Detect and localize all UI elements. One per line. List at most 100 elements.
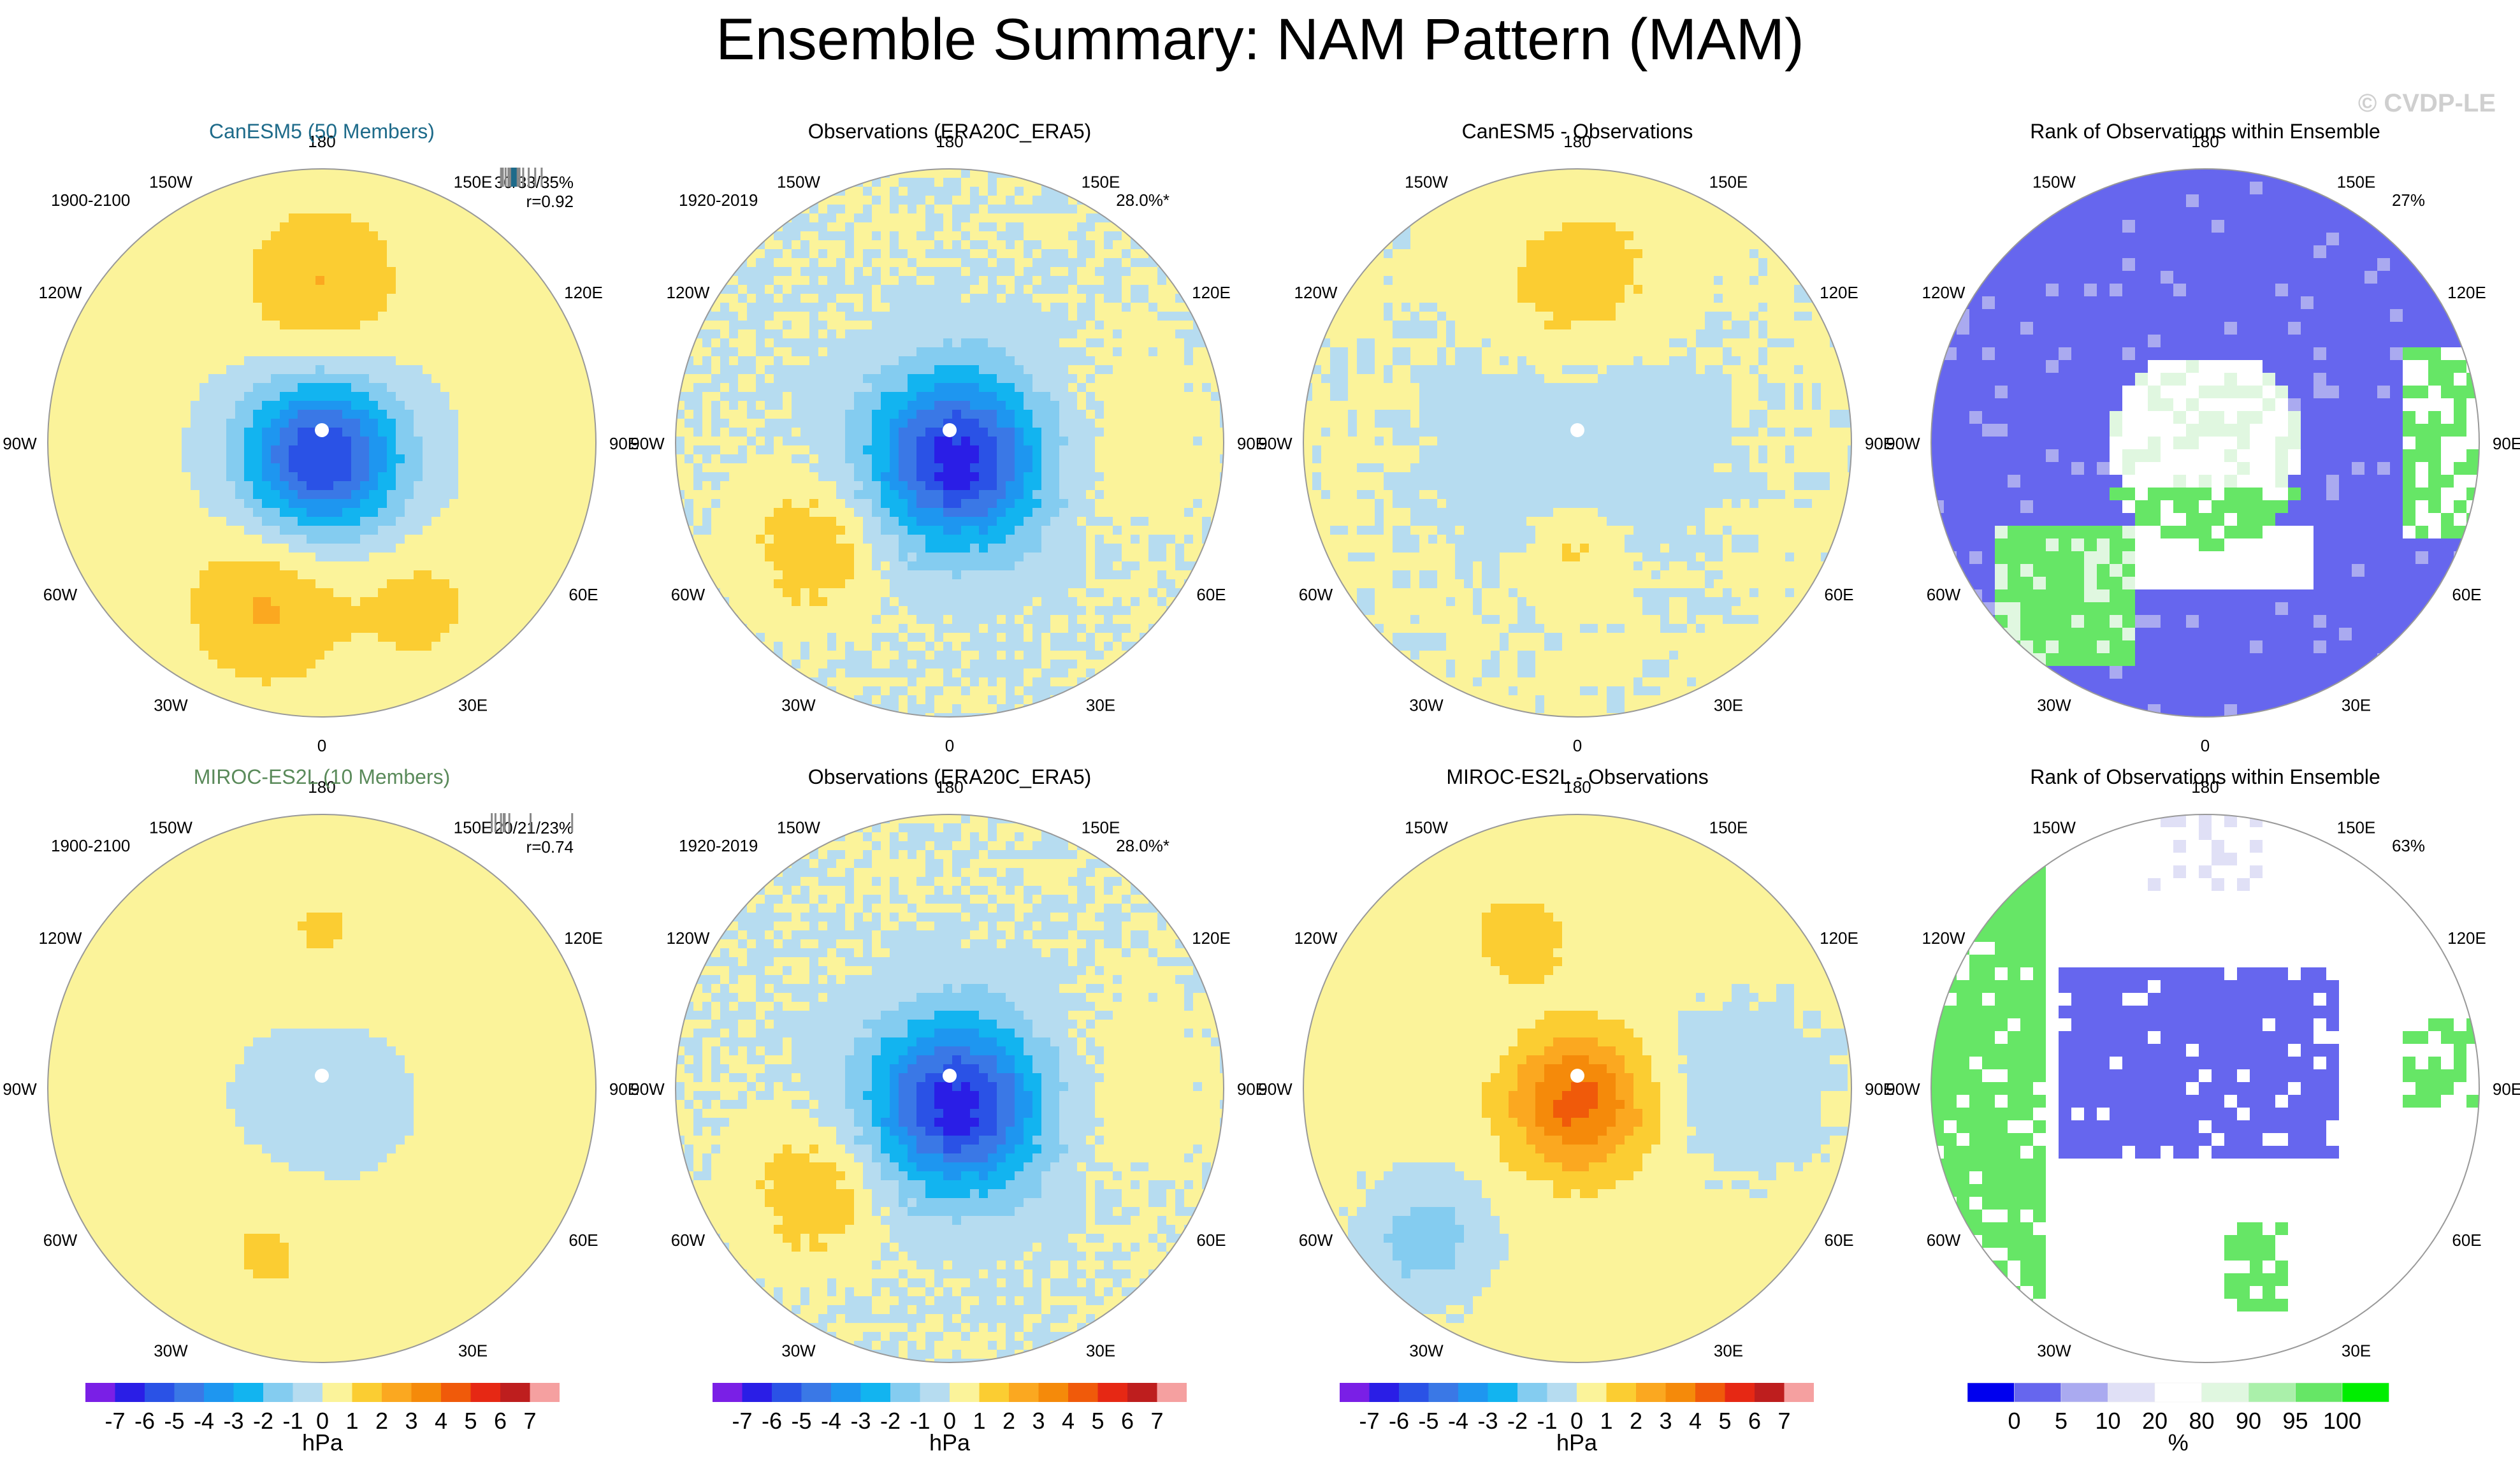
colorbar-hpa-1-swatch-15 — [530, 1383, 560, 1402]
colorbar-hpa-1-swatch-13 — [470, 1383, 500, 1402]
panel-obs-bottom-lon-150E: 150E — [1082, 818, 1120, 837]
panel-miroc-diff-lon-30E: 30E — [1714, 1341, 1743, 1360]
colorbar-rank-unit: % — [2168, 1429, 2189, 1456]
panel-miroc-diff-lon-30W: 30W — [1409, 1341, 1444, 1360]
panel-rank-bottom-field — [1931, 814, 2479, 1362]
panel-miroc-field — [48, 814, 596, 1362]
colorbar-hpa-3-swatch-2 — [1399, 1383, 1429, 1402]
panel-miroc-diff-lon-90E: 90E — [1865, 1080, 1894, 1099]
panel-canesm5-lon-30E: 30E — [458, 695, 488, 714]
colorbar-hpa-1-label--1: -1 — [282, 1408, 303, 1434]
colorbar-hpa-2-label-7: 7 — [1150, 1408, 1163, 1434]
panel-miroc-diff-lon-90W: 90W — [1258, 1080, 1293, 1099]
panel-miroc-diff-lon-120W: 120W — [1294, 929, 1338, 948]
colorbar-hpa-2-label-2: 2 — [1003, 1408, 1015, 1434]
panel-miroc-diff-lon-150W: 150W — [1405, 818, 1448, 837]
panel-miroc-lon-60E: 60E — [568, 1231, 598, 1250]
panel-miroc-lon-120W: 120W — [39, 929, 82, 948]
panel-rank-top-lon-60E: 60E — [2452, 585, 2481, 604]
colorbar-rank-label-100: 100 — [2323, 1408, 2361, 1434]
colorbar-hpa-1-swatch-9 — [352, 1383, 382, 1402]
colorbar-rank-swatch-8 — [2342, 1382, 2389, 1403]
panel-rank-bottom-lon-150W: 150W — [2032, 818, 2076, 837]
panel-canesm5-lon-120E: 120E — [564, 283, 603, 302]
colorbar-hpa-3-label--3: -3 — [1477, 1408, 1498, 1434]
panel-rank-bottom-lon-150E: 150E — [2337, 818, 2376, 837]
panel-obs-bottom-lon-30E: 30E — [1086, 1341, 1115, 1360]
panel-canesm5-diff-lon-90W: 90W — [1258, 434, 1293, 453]
colorbar-hpa-1-swatch-10 — [382, 1383, 412, 1402]
panel-miroc-diff-pole-marker — [1570, 1069, 1584, 1083]
colorbar-hpa-2-swatch-0 — [713, 1383, 742, 1402]
colorbar-hpa-2-swatch-9 — [979, 1383, 1009, 1402]
panel-canesm5-lon-150E: 150E — [454, 173, 493, 192]
panel-rank-bottom-lon-120W: 120W — [1922, 929, 1966, 948]
panel-miroc-lon-150E: 150E — [454, 818, 493, 837]
colorbar-hpa-2-label--2: -2 — [880, 1408, 901, 1434]
panel-rank-bottom-lon-30W: 30W — [2037, 1341, 2071, 1360]
panel-rank-top-lon-90E: 90E — [2493, 434, 2520, 453]
panel-rank-top-lon-60W: 60W — [1927, 585, 1961, 604]
panel-obs-bottom-lon-30W: 30W — [781, 1341, 816, 1360]
panel-canesm5-diff-lon-60E: 60E — [1824, 585, 1853, 604]
panel-obs-bottom-lon-60W: 60W — [671, 1231, 706, 1250]
panel-canesm5-diff-lon-30W: 30W — [1409, 695, 1444, 714]
colorbar-hpa-1-swatch-0 — [85, 1383, 115, 1402]
colorbar-hpa-1-unit: hPa — [302, 1429, 344, 1456]
panel-canesm5-diff-pole-marker — [1570, 423, 1584, 437]
colorbar-hpa-1-label-6: 6 — [494, 1408, 507, 1434]
colorbar-hpa-3-swatch-6 — [1517, 1383, 1547, 1402]
panel-obs-top-lon-120W: 120W — [667, 283, 710, 302]
colorbar-hpa-1-swatch-2 — [145, 1383, 175, 1402]
panel-rank-top-title: Rank of Observations within Ensemble — [2030, 120, 2380, 143]
panel-obs-top-lon-90E: 90E — [1237, 434, 1266, 453]
colorbar-rank-swatch-2 — [2060, 1382, 2108, 1403]
colorbar-hpa-1-label-5: 5 — [464, 1408, 477, 1434]
panel-obs-bottom-title: Observations (ERA20C_ERA5) — [808, 765, 1092, 788]
panel-obs-bottom-period: 1920-2019 — [679, 836, 758, 855]
panel-obs-bottom: 180150E120E90E60E30E030W60W90W120W150WOb… — [630, 765, 1266, 1401]
colorbar-hpa-2-label--6: -6 — [762, 1408, 782, 1434]
colorbar-hpa-3-swatch-9 — [1606, 1383, 1636, 1402]
colorbar-hpa-2-swatch-5 — [860, 1383, 890, 1402]
colorbar-hpa-3-label--7: -7 — [1359, 1408, 1379, 1434]
panel-obs-top: 180 150E 120E 90E 60E 30E 0 30W 60W 90W 120W 150W Ob… — [630, 120, 1266, 755]
panel-obs-top-title: Observations (ERA20C_ERA5) — [808, 120, 1092, 143]
colorbar-hpa-2-swatch-15 — [1157, 1383, 1187, 1402]
panel-miroc-stat: 20/21/23% — [495, 818, 574, 837]
panel-miroc-diff-lon-120E: 120E — [1820, 929, 1858, 948]
panel-miroc-pole-marker — [315, 1069, 329, 1083]
colorbar-hpa-1-label-2: 2 — [375, 1408, 388, 1434]
colorbar-hpa-2-label-5: 5 — [1091, 1408, 1104, 1434]
panel-rank-bottom-lon-60E: 60E — [2452, 1231, 2481, 1250]
colorbar-hpa-1-label-1: 1 — [345, 1408, 358, 1434]
panel-obs-top-period: 1920-2019 — [679, 191, 758, 210]
panel-obs-top-lon-120E: 120E — [1192, 283, 1231, 302]
figure-title: Ensemble Summary: NAM Pattern (MAM) — [0, 6, 2520, 73]
colorbar-rank-swatch-3 — [2108, 1382, 2155, 1403]
colorbar-hpa-1-label--5: -5 — [164, 1408, 184, 1434]
colorbar-hpa-3-swatch-7 — [1547, 1383, 1577, 1402]
colorbar-rank-label-90: 90 — [2236, 1408, 2261, 1434]
colorbar-rank-swatch-4 — [2154, 1382, 2202, 1403]
colorbar-hpa-3: -7 -6 -5 -4 -3 -2 -1 0 1 2 3 4 5 6 7 hPa — [1340, 1383, 1814, 1456]
panel-canesm5-diff-lon-150W: 150W — [1405, 173, 1448, 192]
colorbar-hpa-1-swatch-1 — [115, 1383, 145, 1402]
panel-rank-top-lon-120W: 120W — [1922, 283, 1966, 302]
colorbar-hpa-1-swatch-3 — [174, 1383, 204, 1402]
panel-obs-top-field — [676, 169, 1224, 717]
colorbar-hpa-2-label-4: 4 — [1062, 1408, 1075, 1434]
panel-canesm5-lon-180: 180 — [308, 132, 335, 151]
colorbar-hpa-2-label--1: -1 — [909, 1408, 930, 1434]
colorbar-hpa-3-swatch-4 — [1458, 1383, 1488, 1402]
colorbar-hpa-2-label-1: 1 — [973, 1408, 985, 1434]
colorbar-rank-swatch-1 — [2014, 1382, 2062, 1403]
panel-miroc-corr: r=0.74 — [526, 837, 574, 856]
colorbar-hpa-1-label--2: -2 — [253, 1408, 273, 1434]
colorbar-hpa-1-swatch-7 — [293, 1383, 322, 1402]
panel-canesm5-diff-lon-60W: 60W — [1299, 585, 1333, 604]
panel-rank-bottom-outline — [1930, 814, 2480, 1363]
colorbar-hpa-3-swatch-11 — [1665, 1383, 1695, 1402]
panel-canesm5-diff-lon-0: 0 — [1573, 736, 1582, 755]
